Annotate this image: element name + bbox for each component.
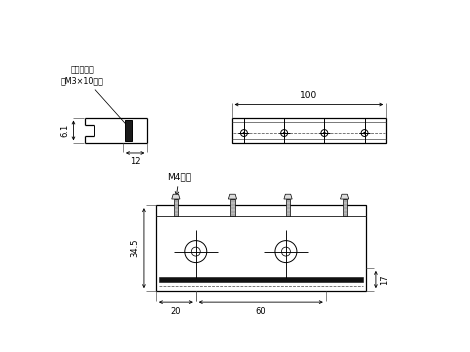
Bar [125, 120, 132, 141]
Text: 34.5: 34.5 [131, 239, 140, 257]
Text: 12: 12 [130, 157, 141, 166]
Circle shape [323, 132, 325, 134]
Text: 17: 17 [380, 274, 389, 285]
Bar [343, 199, 347, 216]
Bar [174, 199, 178, 216]
Circle shape [243, 132, 245, 134]
Text: 6.1: 6.1 [60, 124, 69, 137]
Polygon shape [228, 194, 236, 199]
Circle shape [283, 132, 285, 134]
Bar [156, 205, 366, 291]
Bar [159, 277, 363, 282]
Polygon shape [340, 194, 349, 199]
Text: 20: 20 [171, 307, 181, 316]
Polygon shape [172, 194, 180, 199]
Text: 60: 60 [256, 307, 266, 316]
Bar [232, 118, 386, 143]
Polygon shape [284, 194, 292, 199]
Bar [286, 199, 290, 216]
Text: M4サラ: M4サラ [167, 172, 191, 195]
Text: なべ小ネジ
（M3×10）付: なべ小ネジ （M3×10）付 [61, 65, 129, 128]
Bar [230, 199, 235, 216]
Circle shape [363, 132, 366, 134]
Text: 100: 100 [300, 91, 318, 100]
